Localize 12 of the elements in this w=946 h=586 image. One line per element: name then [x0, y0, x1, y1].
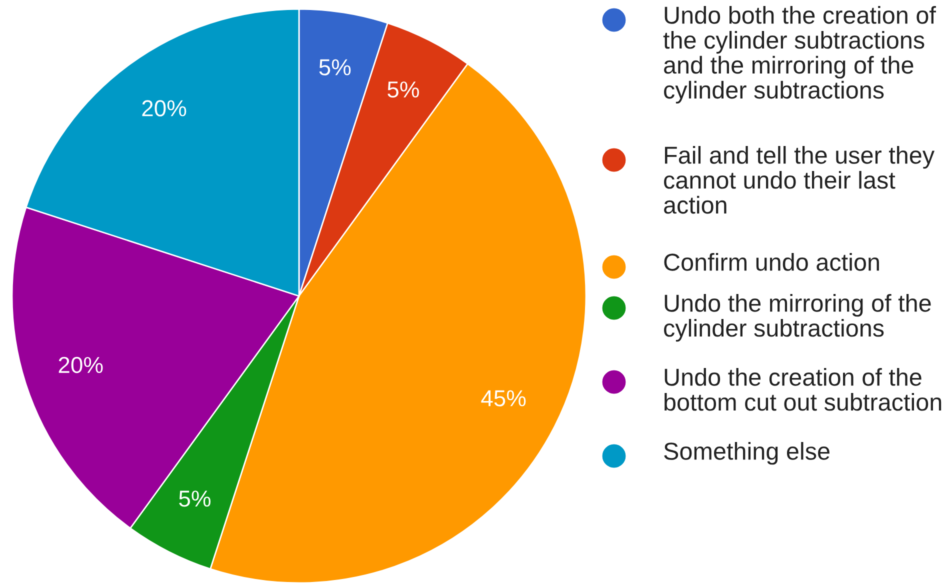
legend-label: Undo the mirroring of the cylinder subtractions	[664, 294, 931, 342]
legend-label: Confirm undo action	[664, 253, 879, 271]
data-label: 20%	[142, 100, 186, 116]
legend-label: Fail and tell the user they cannot undo their last action	[664, 146, 935, 214]
data-label: 5%	[179, 490, 211, 507]
legend-label: Something else	[664, 442, 830, 465]
data-label: 5%	[388, 81, 419, 98]
data-label: 20%	[58, 356, 103, 374]
legend-label: Undo the creation of the bottom cut out subtraction	[664, 368, 942, 411]
data-label: 45%	[481, 390, 526, 406]
legend-label: Undo both the creation of the cylinder subtractions and the mirroring of the cylinder subtractions	[663, 6, 936, 104]
data-label: 5%	[319, 59, 351, 76]
